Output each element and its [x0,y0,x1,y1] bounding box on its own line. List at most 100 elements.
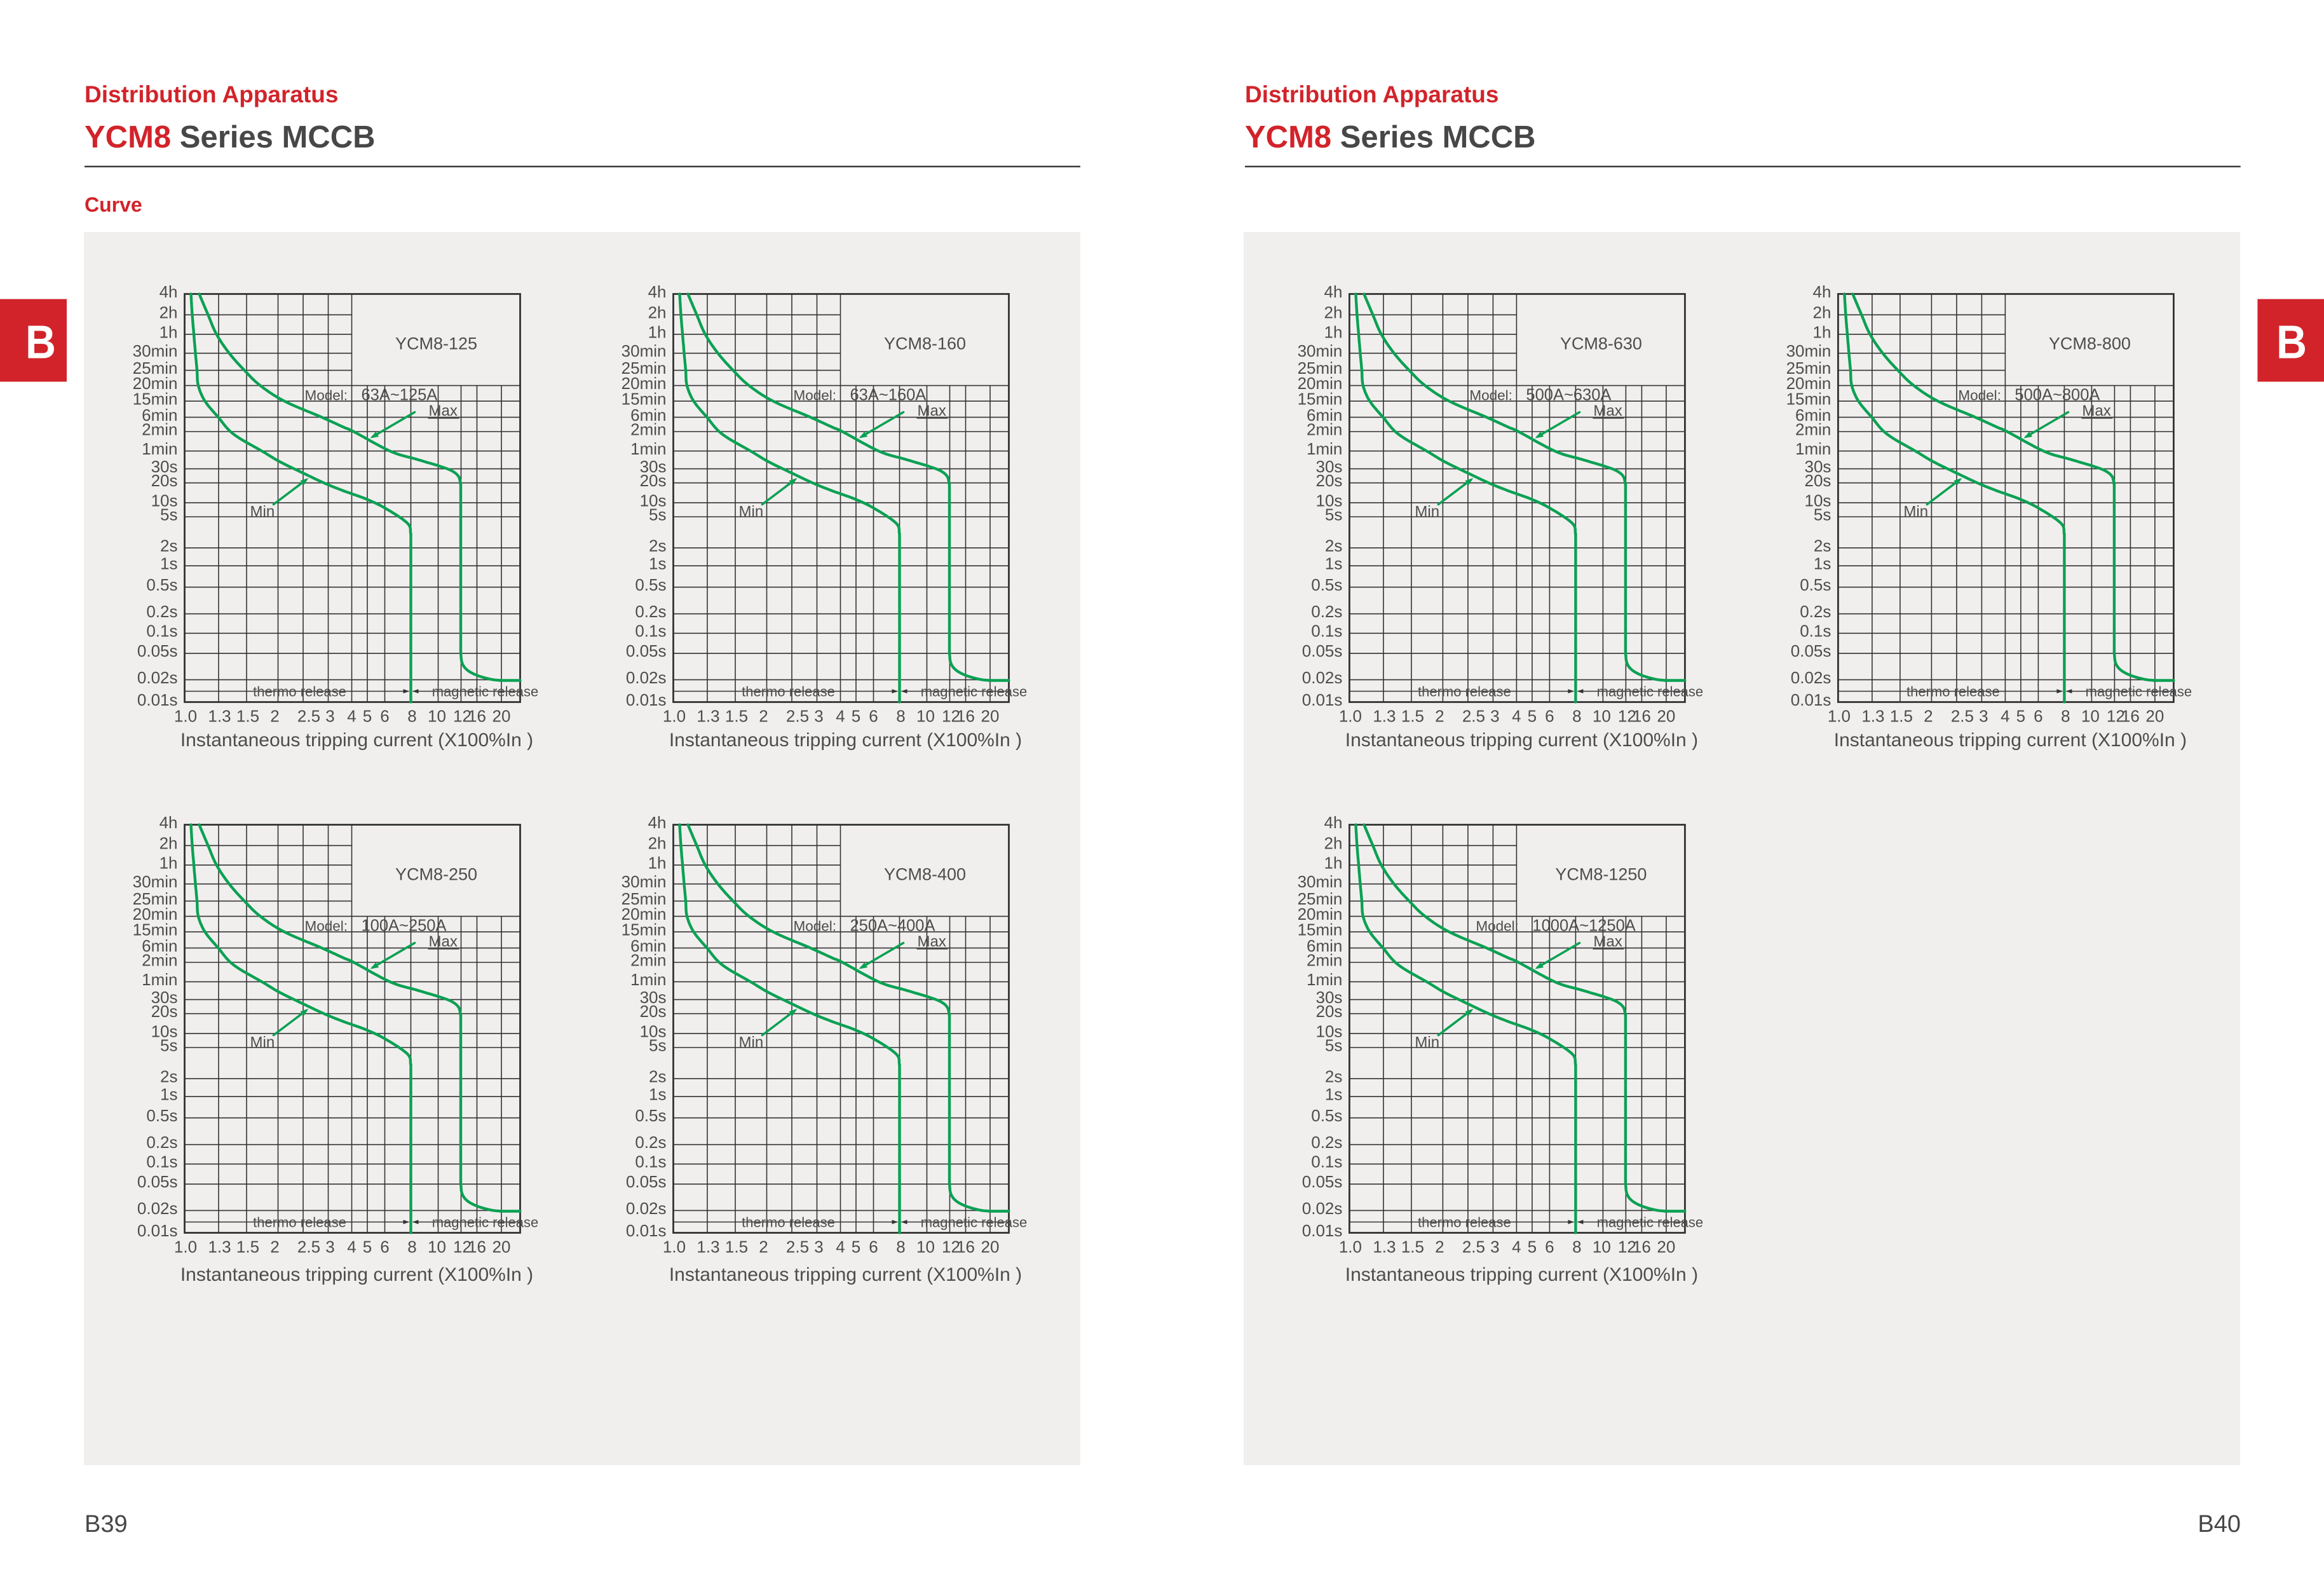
svg-text:1s: 1s [649,1085,666,1104]
svg-text:1.0: 1.0 [663,1238,686,1257]
svg-text:30s: 30s [640,988,667,1007]
svg-text:5: 5 [852,707,860,726]
svg-text:0.05s: 0.05s [626,1172,667,1191]
svg-text:2min: 2min [142,950,177,969]
svg-text:10: 10 [1593,1238,1611,1257]
svg-text:1min: 1min [1307,970,1342,989]
svg-text:0.05s: 0.05s [1302,1172,1343,1191]
svg-text:0.02s: 0.02s [1302,668,1343,687]
svg-text:2min: 2min [1307,950,1342,969]
svg-text:16: 16 [468,707,486,726]
svg-text:16: 16 [468,1238,486,1257]
svg-text:20: 20 [2145,707,2164,726]
svg-text:0.02s: 0.02s [1302,1199,1343,1218]
svg-text:6min: 6min [142,936,177,955]
svg-text:10: 10 [2081,707,2100,726]
svg-text:4h: 4h [1812,282,1831,301]
svg-text:5s: 5s [649,1035,666,1055]
svg-text:YCM8 Series MCCB: YCM8 Series MCCB [85,120,375,154]
svg-text:magnetic release: magnetic release [432,684,539,700]
svg-text:3: 3 [325,1238,334,1257]
svg-text:0.01s: 0.01s [626,690,667,709]
svg-text:2.5: 2.5 [1951,707,1974,726]
svg-text:12: 12 [453,1238,472,1257]
svg-text:1000A~1250A: 1000A~1250A [1532,917,1635,935]
svg-text:Instantaneous tripping current: Instantaneous tripping current (X100%In … [669,1264,1022,1285]
svg-text:0.5s: 0.5s [635,1106,666,1125]
svg-text:Max: Max [2082,402,2110,420]
svg-text:20min: 20min [1298,374,1343,393]
svg-text:YCM8-160: YCM8-160 [884,334,966,353]
svg-text:4h: 4h [160,813,178,832]
svg-text:30min: 30min [1786,341,1831,360]
svg-text:20s: 20s [1315,1002,1342,1021]
svg-text:0.2s: 0.2s [146,1133,177,1152]
svg-text:2.5: 2.5 [1462,1238,1485,1257]
svg-text:3: 3 [1490,707,1499,726]
svg-text:25min: 25min [133,889,178,908]
svg-text:12: 12 [942,1238,960,1257]
svg-text:1min: 1min [630,970,666,989]
svg-text:2min: 2min [1307,420,1342,439]
svg-text:Min: Min [250,1034,275,1051]
svg-text:0.02s: 0.02s [626,1199,667,1218]
svg-text:1min: 1min [142,439,177,458]
svg-text:Max: Max [918,933,946,950]
svg-text:0.5s: 0.5s [1800,575,1831,594]
svg-text:15min: 15min [622,920,667,939]
svg-text:magnetic release: magnetic release [1597,684,1704,700]
svg-text:16: 16 [956,707,975,726]
svg-text:3: 3 [325,707,334,726]
svg-text:1h: 1h [160,322,178,341]
svg-text:0.2s: 0.2s [635,602,666,621]
svg-text:magnetic release: magnetic release [432,1215,539,1231]
svg-text:0.05s: 0.05s [626,641,667,660]
svg-text:0.02s: 0.02s [626,668,667,687]
svg-text:1.3: 1.3 [208,1238,231,1257]
svg-text:1.5: 1.5 [1890,707,1913,726]
svg-text:Distribution Apparatus: Distribution Apparatus [1245,81,1498,107]
svg-text:30s: 30s [1315,988,1342,1007]
svg-text:2min: 2min [142,420,177,439]
svg-text:0.01s: 0.01s [137,690,178,709]
svg-text:2.5: 2.5 [786,707,809,726]
svg-text:25min: 25min [622,889,667,908]
svg-text:1min: 1min [630,439,666,458]
svg-text:25min: 25min [1298,358,1343,378]
svg-text:2: 2 [1924,707,1933,726]
svg-text:2.5: 2.5 [297,1238,320,1257]
svg-text:5: 5 [363,1238,372,1257]
svg-text:0.01s: 0.01s [626,1221,667,1240]
svg-text:10s: 10s [640,1021,667,1041]
svg-text:1h: 1h [648,322,667,341]
svg-text:YCM8-400: YCM8-400 [884,865,966,884]
svg-text:Instantaneous tripping current: Instantaneous tripping current (X100%In … [180,1264,533,1285]
svg-text:2.5: 2.5 [1462,707,1485,726]
svg-text:63A~160A: 63A~160A [850,386,927,404]
svg-text:25min: 25min [1298,889,1343,908]
svg-text:0.05s: 0.05s [1791,641,1831,660]
svg-text:1.0: 1.0 [663,707,686,726]
svg-text:2s: 2s [1325,536,1342,555]
svg-text:10s: 10s [151,491,178,510]
svg-text:1h: 1h [648,853,667,872]
svg-text:2s: 2s [649,1067,666,1086]
svg-text:1h: 1h [160,853,178,872]
svg-text:Instantaneous tripping current: Instantaneous tripping current (X100%In … [180,730,533,751]
svg-text:6min: 6min [142,406,177,425]
svg-text:1s: 1s [649,554,666,573]
svg-text:5s: 5s [1325,505,1342,524]
svg-text:1.3: 1.3 [697,707,719,726]
svg-text:Model:: Model: [794,388,837,404]
svg-text:10s: 10s [1315,1021,1342,1041]
svg-text:0.1s: 0.1s [146,1152,177,1171]
svg-text:2h: 2h [1324,834,1342,853]
svg-text:B: B [25,316,56,369]
svg-text:Min: Min [1415,503,1439,521]
svg-text:0.5s: 0.5s [146,575,177,594]
svg-text:2s: 2s [1814,536,1831,555]
svg-text:4h: 4h [648,282,667,301]
svg-text:0.1s: 0.1s [146,622,177,641]
svg-text:3: 3 [814,1238,823,1257]
svg-text:20: 20 [493,1238,511,1257]
